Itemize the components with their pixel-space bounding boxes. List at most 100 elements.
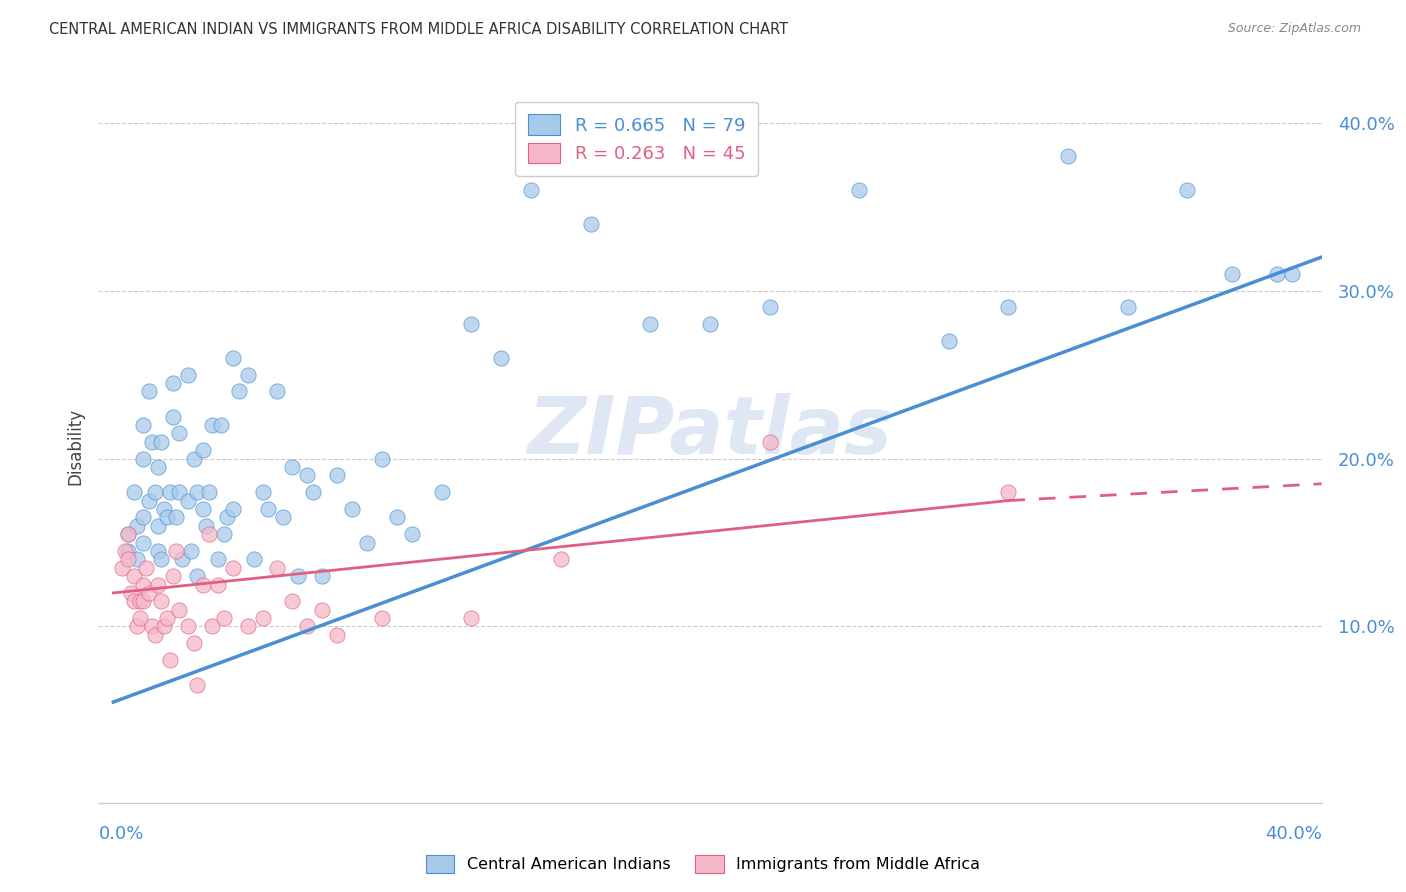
Point [141, 434, 163, 449]
Point [127, 619, 149, 633]
Point [215, 510, 238, 524]
Point [1116, 301, 1139, 315]
Point [699, 318, 721, 332]
Point [287, 569, 309, 583]
Point [236, 619, 259, 633]
Point [120, 586, 142, 600]
Point [183, 636, 205, 650]
Text: 0.0%: 0.0% [98, 825, 143, 843]
Point [221, 351, 243, 365]
Point [114, 544, 136, 558]
Point [326, 628, 349, 642]
Point [186, 485, 208, 500]
Point [266, 384, 288, 399]
Point [198, 485, 221, 500]
Point [183, 451, 205, 466]
Point [127, 552, 149, 566]
Point [159, 485, 181, 500]
Point [1220, 267, 1243, 281]
Point [198, 527, 221, 541]
Point [153, 502, 176, 516]
Point [191, 577, 214, 591]
Point [207, 552, 229, 566]
Point [640, 318, 662, 332]
Point [460, 611, 482, 625]
Point [153, 619, 176, 633]
Text: 40.0%: 40.0% [1265, 825, 1322, 843]
Point [207, 577, 229, 591]
Point [170, 552, 193, 566]
Point [177, 368, 200, 382]
Point [401, 527, 423, 541]
Point [111, 560, 134, 574]
Point [150, 434, 173, 449]
Legend: R = 0.665   N = 79, R = 0.263   N = 45: R = 0.665 N = 79, R = 0.263 N = 45 [515, 102, 758, 176]
Point [221, 560, 243, 574]
Point [141, 619, 163, 633]
Point [150, 552, 173, 566]
Text: Source: ZipAtlas.com: Source: ZipAtlas.com [1227, 22, 1361, 36]
Point [758, 434, 780, 449]
Point [132, 577, 155, 591]
Point [165, 544, 187, 558]
Point [1265, 267, 1288, 281]
Point [186, 678, 208, 692]
Point [848, 183, 870, 197]
Point [371, 611, 394, 625]
Point [212, 611, 235, 625]
Point [191, 502, 214, 516]
Point [340, 502, 363, 516]
Point [117, 552, 139, 566]
Text: ZIPatlas: ZIPatlas [527, 392, 893, 471]
Point [997, 301, 1019, 315]
Point [212, 527, 235, 541]
Point [127, 518, 149, 533]
Point [356, 535, 378, 549]
Point [550, 552, 572, 566]
Point [138, 586, 160, 600]
Point [252, 611, 274, 625]
Point [117, 527, 139, 541]
Point [132, 535, 155, 549]
Point [1057, 149, 1080, 163]
Point [177, 493, 200, 508]
Point [146, 577, 169, 591]
Point [146, 518, 169, 533]
Point [311, 603, 333, 617]
Point [146, 460, 169, 475]
Point [186, 569, 208, 583]
Point [162, 376, 184, 390]
Point [938, 334, 960, 348]
Point [156, 611, 179, 625]
Point [489, 351, 512, 365]
Point [273, 510, 295, 524]
Point [252, 485, 274, 500]
Point [579, 217, 602, 231]
Point [997, 485, 1019, 500]
Point [129, 611, 152, 625]
Point [162, 409, 184, 424]
Point [162, 569, 184, 583]
Point [758, 301, 780, 315]
Point [326, 468, 349, 483]
Point [122, 594, 145, 608]
Point [194, 518, 217, 533]
Point [201, 619, 224, 633]
Point [132, 417, 155, 432]
Point [520, 183, 543, 197]
Point [228, 384, 250, 399]
Point [138, 384, 160, 399]
Point [180, 544, 202, 558]
Point [460, 318, 482, 332]
Point [281, 460, 304, 475]
Point [117, 544, 139, 558]
Point [146, 544, 169, 558]
Point [302, 485, 325, 500]
Point [311, 569, 333, 583]
Point [156, 510, 179, 524]
Point [138, 493, 160, 508]
Point [167, 485, 190, 500]
Point [129, 594, 152, 608]
Point [266, 560, 288, 574]
Point [135, 560, 157, 574]
